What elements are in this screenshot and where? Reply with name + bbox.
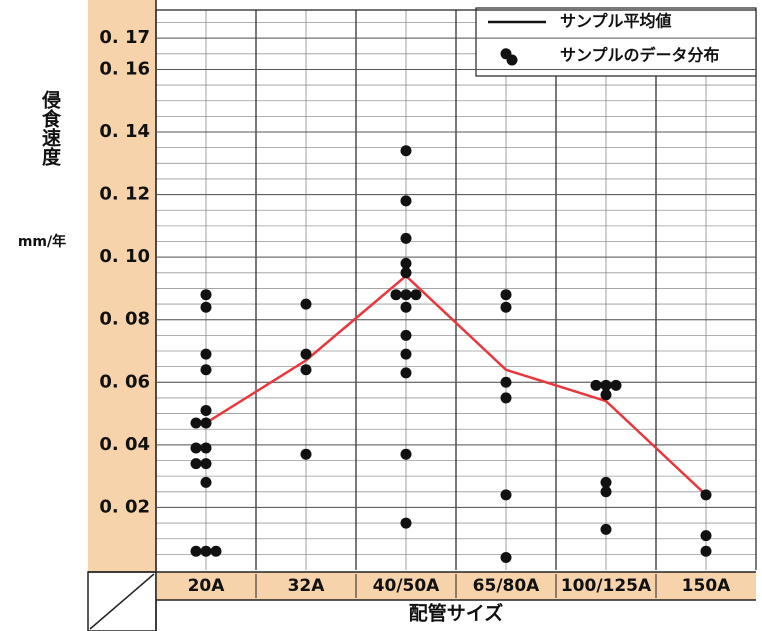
data-point: [500, 392, 512, 404]
x-tick-label: 40/50A: [373, 576, 441, 596]
data-point: [200, 442, 212, 454]
data-point: [600, 523, 612, 535]
y-tick-label: 0. 16: [99, 58, 150, 79]
data-point: [600, 486, 612, 498]
data-point: [200, 348, 212, 360]
data-point: [500, 551, 512, 563]
data-point: [400, 348, 412, 360]
legend-box: [475, 7, 757, 77]
data-point: [210, 545, 222, 557]
data-point: [400, 195, 412, 207]
data-point: [300, 364, 312, 376]
data-point: [600, 389, 612, 401]
y-axis-label: 侵食速度: [39, 89, 62, 167]
data-point: [190, 442, 202, 454]
data-point: [700, 530, 712, 542]
data-point: [600, 476, 612, 488]
x-tick-label: 32A: [288, 576, 326, 596]
data-point: [190, 417, 202, 429]
data-point: [400, 267, 412, 279]
data-point: [200, 417, 212, 429]
data-point: [610, 379, 622, 391]
data-point: [500, 376, 512, 388]
data-point: [500, 301, 512, 313]
data-point: [200, 458, 212, 470]
mean-line: [205, 274, 707, 496]
data-point: [590, 379, 602, 391]
data-point: [400, 517, 412, 529]
data-point: [190, 545, 202, 557]
y-tick-label: 0. 02: [99, 496, 150, 517]
y-tick-label: 0. 06: [99, 371, 150, 392]
data-point: [700, 489, 712, 501]
x-tick-label: 20A: [188, 576, 226, 596]
data-point: [200, 289, 212, 301]
x-axis-label: 配管サイズ: [409, 602, 503, 625]
y-tick-label: 0. 14: [99, 121, 150, 142]
data-point: [390, 289, 402, 301]
data-point: [400, 367, 412, 379]
data-point: [400, 232, 412, 244]
legend-marker: [506, 54, 518, 66]
legend-label: サンプルのデータ分布: [560, 46, 720, 65]
data-point: [400, 257, 412, 269]
data-point: [300, 448, 312, 460]
data-point: [400, 289, 412, 301]
data-point: [300, 348, 312, 360]
y-tick-label: 0. 10: [99, 246, 150, 267]
legend-label: サンプル平均値: [560, 12, 672, 31]
data-point: [400, 145, 412, 157]
data-point: [300, 298, 312, 310]
y-tick-label: 0. 04: [99, 434, 150, 455]
data-point: [700, 545, 712, 557]
grid: [155, 10, 757, 570]
data-point: [600, 379, 612, 391]
data-point: [200, 364, 212, 376]
y-tick-label: 0. 12: [99, 184, 150, 205]
corner-diagonal: [89, 573, 155, 630]
x-tick-label: 100/125A: [561, 576, 652, 596]
data-point: [400, 329, 412, 341]
data-point: [400, 448, 412, 460]
x-tick-label: 150A: [682, 576, 731, 596]
y-axis-unit: mm/年: [18, 233, 66, 250]
data-point: [500, 489, 512, 501]
data-point: [200, 476, 212, 488]
data-point: [400, 301, 412, 313]
data-point: [200, 404, 212, 416]
data-point: [190, 458, 202, 470]
y-tick-label: 0. 17: [99, 27, 150, 48]
data-point: [200, 545, 212, 557]
data-point: [410, 289, 422, 301]
y-axis-band: [88, 0, 156, 572]
data-point: [500, 289, 512, 301]
x-tick-label: 65/80A: [473, 576, 541, 596]
y-tick-label: 0. 08: [99, 309, 150, 330]
data-point: [200, 301, 212, 313]
